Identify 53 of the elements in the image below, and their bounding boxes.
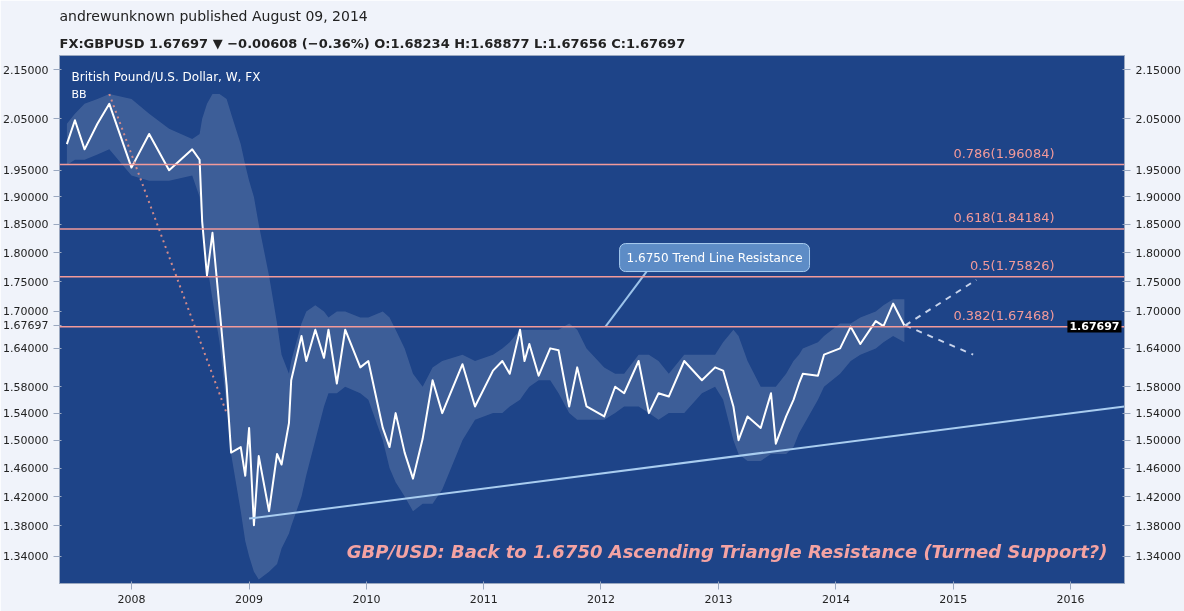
text: 1.64000 (1135, 342, 1181, 356)
text: 2.15000 (1135, 63, 1181, 77)
y-tick-label: 1.70000 (3, 305, 49, 319)
text: 1.80000 (1135, 246, 1181, 260)
text: 1.90000 (1135, 190, 1181, 204)
text: BB (71, 87, 87, 101)
x-tick-label: 2013 (704, 592, 733, 606)
x-tick-label: 2016 (1056, 592, 1085, 606)
text: British Pound/U.S. Dollar, W, FX (71, 69, 261, 84)
y-tick-label: 1.64000 (3, 342, 49, 356)
y-tick-label: 1.54000 (3, 407, 49, 421)
text: 1.50000 (1135, 434, 1181, 448)
text: 1.46000 (1135, 462, 1181, 476)
x-tick-label: 2014 (821, 592, 850, 606)
text: 1.58000 (1135, 380, 1181, 394)
x-tick-label: 2008 (117, 592, 146, 606)
y-tick-label: 1.50000 (3, 434, 49, 448)
x-tick-label: 2011 (469, 592, 498, 606)
y-tick-label: 1.67697 (3, 319, 49, 333)
annotation: GBP/USD: Back to 1.6750 Ascending Triangle Resistance (Turned Support?) (346, 540, 1108, 562)
annotation: 1.6750 Trend Line Resistance (626, 250, 803, 265)
text: 1.54000 (1135, 407, 1181, 421)
text: 1.85000 (1135, 218, 1181, 232)
y-tick-label: 1.85000 (3, 218, 49, 232)
ref-line-label: 0.618(1.84184) (953, 209, 1055, 225)
y-tick-label: 1.58000 (3, 380, 49, 394)
x-tick-label: 2012 (587, 592, 615, 606)
y-tick-label: 2.05000 (3, 112, 49, 126)
text: andrewunknown published August 09, 2014 (59, 7, 368, 24)
y-tick-label: 1.90000 (3, 190, 49, 204)
text: FX:GBPUSD 1.67697 ▼ −0.00608 (−0.36%) O:1.68234 H:1.68877 L:1.67656 C:1.67697 (59, 35, 686, 51)
y-tick-label: 1.46000 (3, 462, 49, 476)
x-tick-label: 2015 (939, 592, 968, 606)
y-tick-label: 1.95000 (3, 164, 49, 178)
text: 1.38000 (1135, 520, 1181, 533)
annotation: 1.67697 (1069, 320, 1120, 334)
text: 1.34000 (1135, 550, 1181, 564)
y-tick-label: 1.38000 (3, 520, 49, 533)
text: 2.05000 (1135, 112, 1181, 126)
text: 1.70000 (1135, 305, 1181, 319)
ref-line-label: 0.5(1.75826) (969, 257, 1055, 273)
y-tick-label: 2.15000 (3, 63, 49, 77)
x-tick-label: 2010 (352, 592, 381, 606)
text: 1.75000 (1135, 275, 1181, 289)
text: 1.95000 (1135, 164, 1181, 178)
text: 1.42000 (1135, 490, 1181, 504)
x-tick-label: 2009 (235, 592, 264, 606)
ref-line-label: 0.382(1.67468) (953, 307, 1055, 323)
y-tick-label: 1.34000 (3, 550, 49, 564)
ref-line-label: 0.786(1.96084) (953, 145, 1055, 161)
y-tick-label: 1.80000 (3, 246, 49, 260)
y-tick-label: 1.42000 (3, 490, 49, 504)
y-tick-label: 1.75000 (3, 275, 49, 289)
